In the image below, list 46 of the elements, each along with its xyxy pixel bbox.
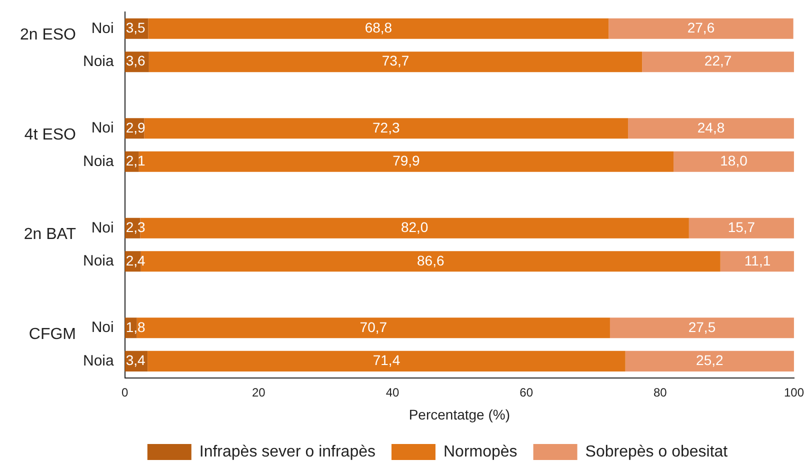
data-label: 68,8 xyxy=(364,19,392,36)
data-label: 3,6 xyxy=(126,52,146,69)
legend-label: Infrapès sever o infrapès xyxy=(199,443,376,460)
y-tick-label: Noia xyxy=(82,152,114,170)
data-label: 1,8 xyxy=(126,318,146,335)
y-tick-label: Noi xyxy=(91,120,114,137)
y-tick-label: Noi xyxy=(91,20,114,37)
data-label: 3,5 xyxy=(126,19,146,36)
data-label: 22,7 xyxy=(704,52,732,69)
y-tick-label: Noi xyxy=(91,219,114,236)
data-label: 72,3 xyxy=(372,119,400,136)
legend-label: Normopès xyxy=(443,443,518,460)
y-tick-label: Noia xyxy=(82,252,114,270)
data-label: 2,9 xyxy=(126,119,146,136)
data-label: 70,7 xyxy=(360,318,388,335)
x-axis-title: Percentatge (%) xyxy=(408,406,510,422)
x-tick-label: 20 xyxy=(252,385,266,400)
data-label: 2,1 xyxy=(126,152,146,169)
x-tick-label: 0 xyxy=(122,385,129,400)
data-label: 71,4 xyxy=(372,352,400,368)
data-label: 15,7 xyxy=(728,219,756,236)
data-label: 2,3 xyxy=(126,219,146,236)
data-label: 2,4 xyxy=(126,252,146,268)
data-label: 27,5 xyxy=(688,318,716,335)
y-tick-label: Noia xyxy=(82,352,114,370)
data-label: 3,4 xyxy=(126,352,146,368)
x-tick-label: 80 xyxy=(653,385,668,400)
x-tick-label: 40 xyxy=(386,385,400,400)
text: CFGM xyxy=(28,326,76,343)
text: 2n BAT xyxy=(24,226,76,244)
y-tick-label: Noi xyxy=(91,319,114,336)
data-label: 24,8 xyxy=(697,119,725,136)
text: 4t ESO xyxy=(24,126,76,144)
data-label: 11,1 xyxy=(744,252,771,268)
data-label: 86,6 xyxy=(417,252,444,268)
legend-label: Sobrepès o obesitat xyxy=(585,443,728,460)
data-label: 73,7 xyxy=(382,52,410,69)
data-label: 18,0 xyxy=(720,152,748,169)
data-label: 79,9 xyxy=(392,152,420,169)
text: 2n ESO xyxy=(20,26,76,44)
data-label: 27,6 xyxy=(687,19,715,36)
data-label: 25,2 xyxy=(696,352,724,368)
data-label: 82,0 xyxy=(400,219,428,236)
y-tick-label: Noia xyxy=(82,53,114,70)
x-tick-label: 100 xyxy=(784,385,804,400)
x-tick-label: 60 xyxy=(520,385,534,400)
